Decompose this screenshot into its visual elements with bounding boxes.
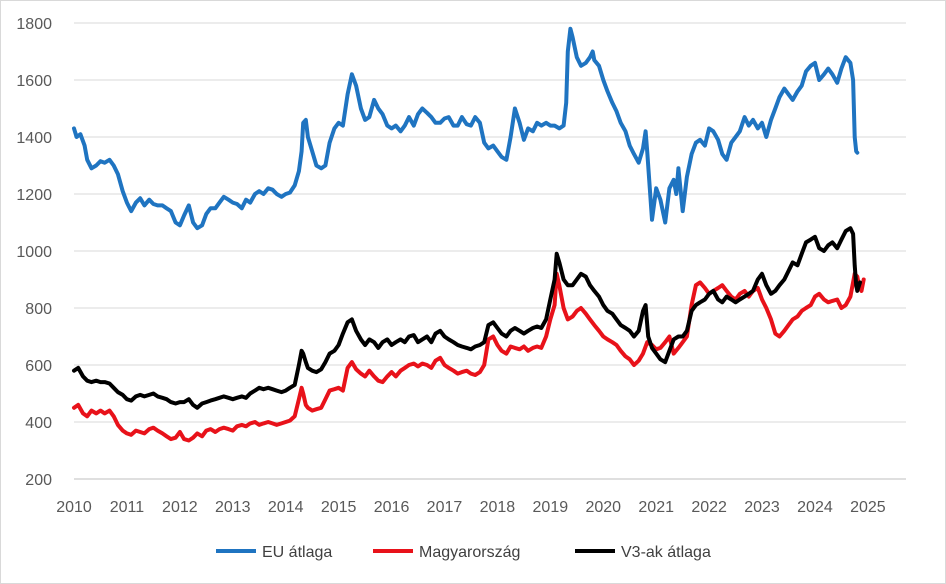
x-tick-label-2023: 2023 (744, 499, 780, 516)
series-line-v3 (72, 226, 862, 410)
y-tick-label-600: 600 (25, 358, 52, 375)
x-tick-label-2016: 2016 (374, 499, 410, 516)
y-tick-label-400: 400 (25, 415, 52, 432)
x-tick-label-2022: 2022 (691, 499, 727, 516)
x-tick-label-2013: 2013 (215, 499, 251, 516)
y-tick-label-800: 800 (25, 301, 52, 318)
y-tick-label-1600: 1600 (16, 73, 52, 90)
legend-label-hu: Magyarország (419, 544, 520, 561)
x-axis-ticks: 2010 2011 2012 2013 2014 2015 2016 2017 2018 2019… (56, 499, 886, 516)
x-tick-label-2014: 2014 (268, 499, 304, 516)
series-lines (72, 26, 866, 443)
x-tick-label-2010: 2010 (56, 499, 92, 516)
x-tick-label-2012: 2012 (162, 499, 198, 516)
legend-label-v3: V3-ak átlaga (621, 544, 711, 561)
x-tick-label-2015: 2015 (321, 499, 357, 516)
x-tick-label-2025: 2025 (850, 499, 886, 516)
series-line-eu (72, 26, 860, 231)
x-tick-label-2018: 2018 (480, 499, 516, 516)
legend: EU átlaga Magyarország V3-ak átlaga (216, 544, 711, 561)
y-tick-label-1200: 1200 (16, 187, 52, 204)
x-tick-label-2011: 2011 (110, 499, 145, 516)
y-tick-label-1000: 1000 (16, 244, 52, 261)
y-axis-ticks: 200 400 600 800 1000 1200 1400 1600 1800 (16, 16, 52, 489)
x-tick-label-2017: 2017 (427, 499, 463, 516)
x-tick-label-2019: 2019 (533, 499, 569, 516)
y-tick-label-1400: 1400 (16, 130, 52, 147)
x-tick-label-2020: 2020 (585, 499, 621, 516)
x-tick-label-2024: 2024 (797, 499, 833, 516)
y-tick-label-1800: 1800 (16, 16, 52, 33)
series-line-hu (72, 271, 866, 443)
x-tick-label-2021: 2021 (638, 499, 674, 516)
legend-label-eu: EU átlaga (262, 544, 332, 561)
y-tick-label-200: 200 (25, 472, 52, 489)
